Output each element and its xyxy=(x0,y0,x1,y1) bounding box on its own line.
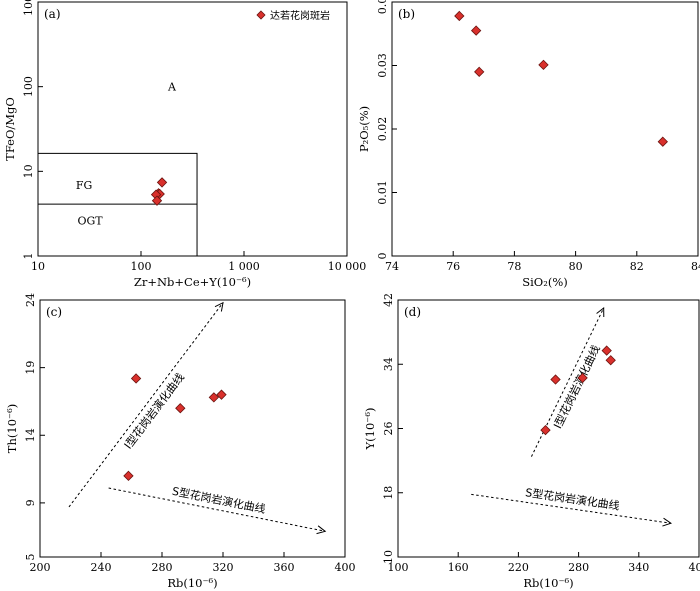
trend-line xyxy=(108,487,326,532)
y-tick-label: 34 xyxy=(382,357,395,371)
x-tick-label: 1 000 xyxy=(228,260,260,273)
y-tick-label: 42 xyxy=(382,293,395,307)
panel-label: (d) xyxy=(404,305,421,319)
x-tick-label: 400 xyxy=(335,561,356,574)
x-tick-label: 220 xyxy=(508,561,529,574)
x-tick-label: 100 xyxy=(388,561,409,574)
y-tick-label: 5 xyxy=(24,554,37,561)
data-point xyxy=(156,177,168,188)
y-tick-label: 10 xyxy=(22,164,35,178)
data-point xyxy=(577,372,588,384)
panel-label: (a) xyxy=(44,7,61,21)
y-tick-label: 24 xyxy=(24,293,37,307)
x-tick-label: 10 000 xyxy=(328,260,367,273)
y-axis-title: Y(10⁻⁶) xyxy=(363,408,377,451)
data-point xyxy=(601,345,612,356)
y-tick-label: 9 xyxy=(24,499,37,506)
y-tick-label: 1000 xyxy=(22,0,35,16)
trend-arrowhead xyxy=(316,525,327,535)
field-boundary xyxy=(38,152,198,256)
x-tick-label: 74 xyxy=(385,260,399,273)
y-tick-label: 0.03 xyxy=(376,53,389,78)
i-type-trend-label: I型花岗岩演化曲线 xyxy=(550,343,602,431)
data-point xyxy=(474,66,485,78)
y-tick-label: 0.04 xyxy=(376,0,389,14)
field-label-fg: FG xyxy=(76,179,92,192)
panel-label: (c) xyxy=(46,305,62,319)
plot-frame xyxy=(37,1,348,257)
x-tick-label: 10 xyxy=(31,260,45,273)
y-axis-title: P₂O₅(%) xyxy=(357,106,371,152)
x-tick-label: 76 xyxy=(446,260,460,273)
data-point xyxy=(605,355,616,366)
data-point xyxy=(208,392,220,403)
trend-line xyxy=(471,493,671,524)
x-tick-label: 160 xyxy=(448,561,469,574)
y-tick-label: 1 xyxy=(22,253,35,260)
x-tick-label: 320 xyxy=(213,561,234,574)
field-label-ogt: OGT xyxy=(77,215,103,228)
y-tick-label: 0.01 xyxy=(376,180,389,205)
data-point xyxy=(657,136,668,147)
x-tick-label: 200 xyxy=(30,561,51,574)
trend-line xyxy=(68,302,224,508)
x-tick-label: 340 xyxy=(628,561,649,574)
x-tick-label: 240 xyxy=(91,561,112,574)
y-tick-label: 0 xyxy=(376,253,389,260)
data-point xyxy=(123,470,134,482)
x-axis-title: Rb(10⁻⁶) xyxy=(523,576,573,590)
y-axis-title: Th(10⁻⁶) xyxy=(5,404,19,453)
x-axis-title: Zr+Nb+Ce+Y(10⁻⁶) xyxy=(134,275,251,289)
data-point xyxy=(175,403,186,414)
plot-frame xyxy=(39,299,346,558)
data-point xyxy=(550,374,561,385)
legend-marker xyxy=(256,10,266,20)
x-tick-label: 400 xyxy=(689,561,700,574)
panel-label: (b) xyxy=(398,7,415,21)
trend-arrowhead xyxy=(662,517,673,527)
x-tick-label: 84 xyxy=(691,260,700,273)
field-label-a: A xyxy=(167,81,177,94)
trend-line xyxy=(530,307,605,457)
data-point xyxy=(216,389,227,400)
s-type-trend-label: S型花岗岩演化曲线 xyxy=(171,484,267,516)
x-tick-label: 82 xyxy=(630,260,644,273)
data-point xyxy=(130,373,142,384)
trend-arrowhead xyxy=(596,307,605,317)
data-point xyxy=(540,424,551,436)
y-tick-label: 0.02 xyxy=(376,117,389,142)
x-tick-label: 280 xyxy=(568,561,589,574)
y-tick-label: 14 xyxy=(24,428,37,442)
data-point xyxy=(470,25,482,36)
x-tick-label: 80 xyxy=(569,260,583,273)
trend-arrowhead xyxy=(214,301,224,312)
y-tick-label: 18 xyxy=(382,486,395,500)
data-point xyxy=(151,195,163,206)
x-axis-title: SiO₂(%) xyxy=(522,275,568,289)
y-tick-label: 100 xyxy=(22,76,35,97)
data-point xyxy=(538,59,549,71)
x-tick-label: 100 xyxy=(131,260,152,273)
data-point xyxy=(454,10,465,22)
legend-label: 达若花岗斑岩 xyxy=(270,9,330,22)
plot-frame xyxy=(391,1,699,257)
y-tick-label: 26 xyxy=(382,422,395,436)
x-tick-label: 360 xyxy=(274,561,295,574)
y-tick-label: 19 xyxy=(24,361,37,375)
panel-4: 100 160 220 280 340 400 10 18 26 34 42 Rb(10⁻⁶) Y(10… xyxy=(363,293,700,590)
y-tick-label: 10 xyxy=(382,550,395,564)
y-axis-title: TFeO/MgO xyxy=(3,97,17,161)
i-type-trend-label: I型花岗岩演化曲线 xyxy=(121,370,187,451)
x-tick-label: 78 xyxy=(507,260,521,273)
x-tick-label: 280 xyxy=(152,561,173,574)
panel-2: 74 76 78 80 82 84 0 0.01 0.02 0.03 0.04 SiO₂(%) P₂O₅… xyxy=(357,0,700,289)
x-axis-title: Rb(10⁻⁶) xyxy=(167,576,217,590)
panel-1: 10 100 1 000 10 0001101001000Zr+Nb+Ce+Y(10⁻… xyxy=(3,0,366,289)
panel-3: 200 240 280 320 360 400 5 9 14 19 24 Rb(10⁻⁶) Th(10⁻… xyxy=(5,293,356,590)
